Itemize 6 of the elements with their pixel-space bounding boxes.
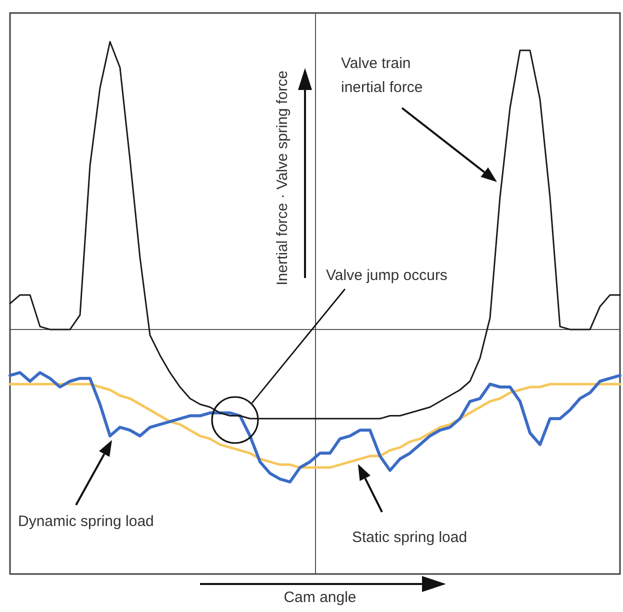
text: Cam angle — [284, 589, 356, 607]
annotation: Valve jump occurs — [326, 267, 448, 285]
y-axis-title: Inertial force · Valve spring force — [274, 70, 292, 286]
text: Static spring load — [352, 529, 468, 547]
annotation: Valve train inertial force — [341, 54, 424, 98]
text: Dynamic spring load — [18, 513, 154, 531]
